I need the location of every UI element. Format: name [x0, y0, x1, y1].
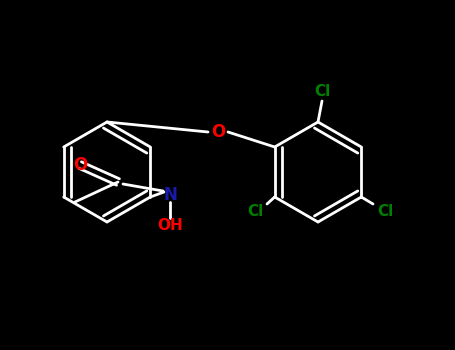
Text: N: N	[163, 186, 177, 204]
Text: O: O	[211, 123, 225, 141]
Text: Cl: Cl	[314, 84, 330, 99]
Text: OH: OH	[157, 217, 183, 232]
Text: Cl: Cl	[377, 204, 393, 219]
Text: O: O	[73, 156, 87, 174]
Text: Cl: Cl	[247, 204, 263, 219]
